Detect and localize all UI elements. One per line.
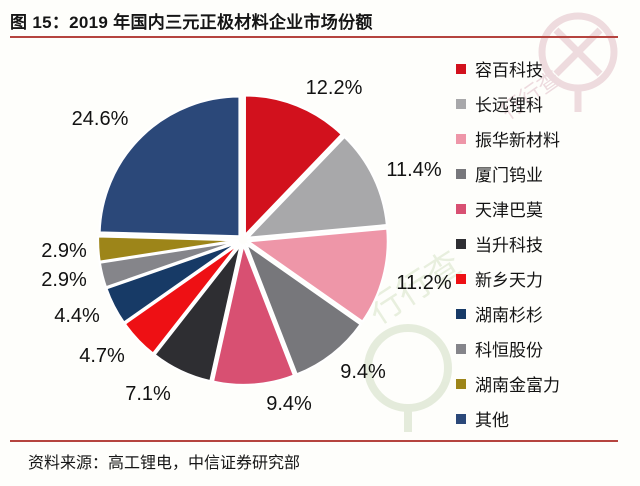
pie-slice-4 xyxy=(244,242,362,376)
slice-label: 24.6% xyxy=(72,108,129,130)
legend-label: 振华新材料 xyxy=(475,131,560,150)
legend-item-3: 振华新材料 xyxy=(456,121,560,156)
pie-chart: 12.2% 11.4% 11.2% 9.4% 9.4% 7.1%4.7% 4.4% 2.9% 2… xyxy=(41,77,452,415)
pie-slice-5 xyxy=(211,243,296,387)
legend-item-2: 长远锂科 xyxy=(456,86,560,121)
legend-item-5: 天津巴莫 xyxy=(456,191,560,226)
figure-title: 图 15：2019 年国内三元正极材料企业市场份额 xyxy=(10,13,373,32)
legend-swatch-icon xyxy=(456,273,466,284)
legend-swatch-icon xyxy=(456,133,466,144)
legend-item-6: 当升科技 xyxy=(456,226,560,261)
slice-label: 9.4% xyxy=(266,393,312,415)
pie-slice-6 xyxy=(153,243,242,383)
source-note: 资料来源：高工锂电，中信证券研究部 xyxy=(28,455,301,472)
source-divider xyxy=(10,440,618,442)
slice-label: 12.2% xyxy=(306,77,363,99)
legend-label: 长远锂科 xyxy=(475,96,543,115)
slice-label: 11.2% xyxy=(396,272,451,294)
legend-label: 厦门钨业 xyxy=(475,166,543,185)
legend-swatch-icon xyxy=(456,413,466,424)
pie-slice-1 xyxy=(243,94,343,237)
pie-slice-8 xyxy=(105,241,240,324)
legend-swatch-icon xyxy=(456,168,466,179)
legend-label: 其他 xyxy=(475,411,509,430)
legend-swatch-icon xyxy=(456,203,466,214)
legend-label: 新乡天力 xyxy=(475,271,543,290)
legend-item-7: 新乡天力 xyxy=(456,261,560,296)
legend-swatch-icon xyxy=(456,98,466,109)
legend-item-10: 湖南金富力 xyxy=(456,366,560,401)
legend-label: 湖南金富力 xyxy=(475,376,560,395)
slice-label: 9.4% xyxy=(340,361,386,383)
slice-label: 11.4% xyxy=(386,159,441,181)
pie-slice-3 xyxy=(246,227,389,323)
pie-slice-2 xyxy=(246,135,389,239)
legend-item-9: 科恒股份 xyxy=(456,331,560,366)
legend-swatch-icon xyxy=(456,63,466,74)
pie-slice-7 xyxy=(123,242,241,355)
legend-label: 湖南杉杉 xyxy=(475,306,543,325)
pie-slice-10 xyxy=(96,235,240,263)
slice-label: 4.4% xyxy=(54,305,100,327)
legend-item-4: 厦门钨业 xyxy=(456,156,560,191)
slice-label: 7.1% xyxy=(125,383,171,405)
slice-label: 2.9% xyxy=(41,269,87,291)
legend-label: 当升科技 xyxy=(475,236,543,255)
legend-item-8: 湖南杉杉 xyxy=(456,296,560,331)
slice-label: 4.7% xyxy=(79,345,125,367)
legend-swatch-icon xyxy=(456,343,466,354)
legend: 容百科技长远锂科振华新材料厦门钨业天津巴莫当升科技新乡天力湖南杉杉科恒股份湖南金… xyxy=(456,51,560,436)
slice-label: 2.9% xyxy=(41,240,87,262)
legend-swatch-icon xyxy=(456,238,466,249)
legend-swatch-icon xyxy=(456,308,466,319)
title-divider xyxy=(10,36,618,38)
legend-swatch-icon xyxy=(456,378,466,389)
legend-label: 天津巴莫 xyxy=(475,201,543,220)
pie-slice-11 xyxy=(98,95,241,238)
legend-label: 科恒股份 xyxy=(475,341,543,360)
legend-label: 容百科技 xyxy=(475,61,543,80)
legend-item-1: 容百科技 xyxy=(456,51,560,86)
legend-item-11: 其他 xyxy=(456,401,560,436)
